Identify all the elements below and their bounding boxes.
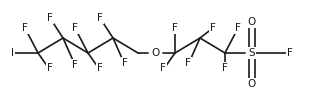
Text: F: F <box>210 23 216 33</box>
Text: F: F <box>287 48 293 58</box>
Text: F: F <box>122 58 128 68</box>
Text: F: F <box>47 13 53 23</box>
Text: F: F <box>235 23 241 33</box>
Text: F: F <box>160 63 166 73</box>
Text: F: F <box>22 23 28 33</box>
Text: F: F <box>72 60 78 70</box>
Text: O: O <box>248 17 256 27</box>
Text: O: O <box>248 79 256 89</box>
Text: I: I <box>11 48 15 58</box>
Text: F: F <box>172 23 178 33</box>
Text: F: F <box>185 58 191 68</box>
Text: O: O <box>152 48 160 58</box>
Text: F: F <box>97 13 103 23</box>
Text: F: F <box>47 63 53 73</box>
Text: S: S <box>249 48 255 58</box>
Text: F: F <box>72 23 78 33</box>
Text: F: F <box>222 63 228 73</box>
Text: F: F <box>97 63 103 73</box>
